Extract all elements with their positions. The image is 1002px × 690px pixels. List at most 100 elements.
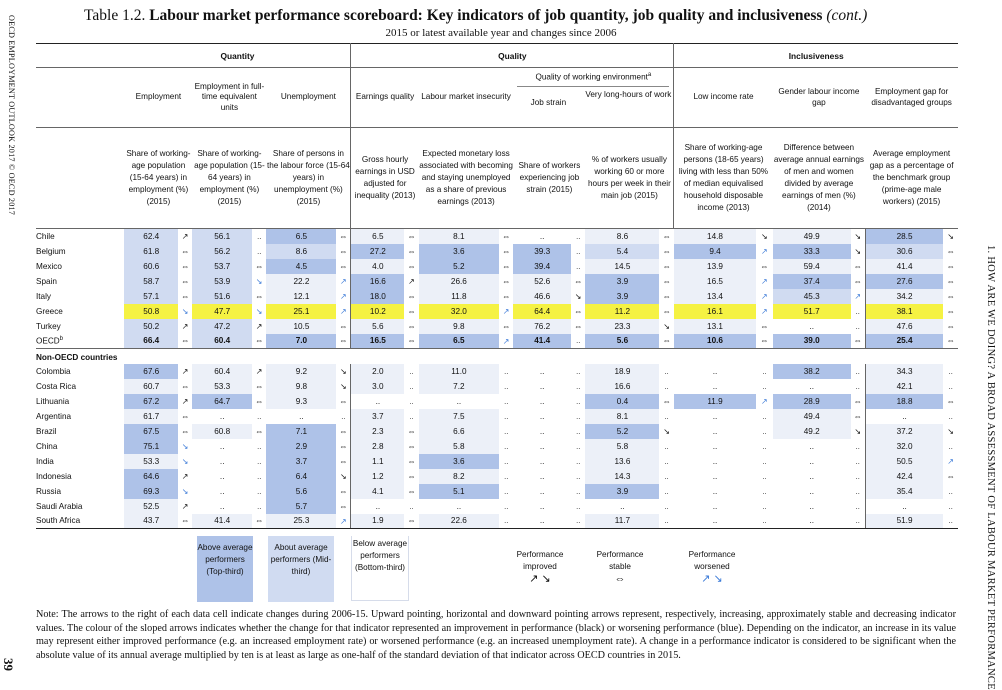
legend-improved: Performance improved ↗ ↘ [508, 549, 572, 585]
trend-arrow: ↗ [760, 307, 768, 316]
trend-arrow: .. [762, 426, 767, 436]
trend-arrow: .. [504, 486, 509, 496]
value-cell: 14.8 [673, 228, 757, 244]
value-cell: .. [620, 501, 625, 511]
table-row: South Africa 43.7 ⇔ 41.4 ⇔ 25.3 ↗ 1.9 ⇔ 22.6.....… [36, 513, 958, 529]
legend-stable: Performance stable ⇔ [588, 549, 652, 585]
value-cell: .. [673, 513, 757, 529]
trend-arrow: .. [664, 366, 669, 376]
value-cell: 51.7 [772, 303, 851, 319]
value-cell: 3.9 [585, 273, 660, 289]
trend-arrow: ⇔ [336, 228, 352, 244]
value-cell: 76.2 [513, 318, 571, 334]
group-inclusiveness: Inclusiveness [673, 43, 958, 68]
def-employment: Share of working-age population (15-64 y… [124, 127, 193, 229]
trend-arrow: ⇔ [336, 243, 352, 259]
trend-arrow: .. [576, 471, 581, 481]
trend-arrow: ⇔ [407, 486, 416, 496]
value-cell: 64.7 [192, 393, 253, 409]
trend-arrow: ⇔ [181, 381, 190, 391]
trend-arrow: ⇔ [407, 471, 416, 481]
value-cell: 75.1 [124, 438, 178, 454]
value-cell: 3.9 [585, 483, 660, 499]
value-cell: 11.9 [673, 393, 757, 409]
trend-arrow: .. [948, 441, 953, 451]
value-cell: 27.2 [350, 243, 405, 259]
trend-arrow: .. [762, 501, 767, 511]
value-cell: 2.9 [266, 438, 337, 454]
trend-arrow: .. [257, 486, 262, 496]
trend-arrow: ⇔ [662, 291, 671, 301]
trend-arrow: ⇔ [946, 246, 955, 256]
country-name: Belgium [36, 246, 66, 256]
value-cell: 43.7 [124, 513, 178, 529]
value-cell: 5.2 [418, 258, 499, 274]
trend-arrow: .. [762, 441, 767, 451]
value-cell: 16.5 [673, 273, 757, 289]
value-cell: 67.2 [124, 393, 178, 409]
page-number: 39 [1, 658, 16, 671]
def-long-hours: % of workers usually working 60 or more … [585, 127, 675, 229]
trend-arrow: ↘ [181, 457, 189, 466]
value-cell: 42.1 [865, 378, 944, 394]
value-cell: .. [712, 471, 718, 481]
value-cell: 50.2 [124, 318, 178, 334]
value-cell: .. [299, 411, 304, 421]
legend-top-third: Above average performers (Top-third) [197, 536, 253, 602]
value-cell: 41.4 [865, 258, 944, 274]
trend-arrow: .. [850, 318, 866, 334]
value-cell: 28.5 [865, 228, 944, 244]
value-cell: 61.7 [124, 408, 178, 424]
trend-arrow: ⇔ [181, 246, 190, 256]
trend-arrow: ⇔ [946, 276, 955, 286]
trend-arrow: .. [257, 471, 262, 481]
trend-arrow: ⇔ [181, 426, 190, 436]
trend-arrow: ⇔ [946, 306, 955, 316]
trend-arrow: ↗ [760, 247, 768, 256]
value-cell: 8.1 [585, 408, 660, 424]
value-cell: 11.0 [418, 363, 499, 379]
trend-arrow: ⇔ [404, 513, 419, 529]
legend-worsened-arrows: ↗ ↘ [701, 573, 723, 585]
trend-arrow: .. [762, 456, 767, 466]
def-unemployment: Share of persons in the labour force (15… [266, 127, 352, 229]
trend-arrow: ↗ [947, 457, 955, 466]
value-cell: 8.6 [585, 228, 660, 244]
table-title-text: Labour market performance scoreboard: Ke… [149, 7, 823, 24]
ind-gender-gap: Gender labour income gap [772, 67, 866, 128]
trend-arrow: ⇔ [177, 333, 193, 349]
value-cell: 3.7 [350, 408, 405, 424]
trend-arrow: ⇔ [336, 333, 352, 349]
country-name: India [36, 456, 54, 466]
value-cell: 16.6 [585, 378, 660, 394]
table-row: OECDb 66.4 ⇔ 60.4 ⇔ 7.0 ⇔ 16.5 ⇔ 6.5 ↗ 41.4.. 5.6 ⇔ 10… [36, 333, 958, 349]
trend-arrow: .. [504, 411, 509, 421]
country-name: China [36, 441, 58, 451]
trend-arrow: ⇔ [662, 261, 671, 271]
trend-arrow: .. [576, 411, 581, 421]
trend-arrow: ↘ [181, 307, 189, 316]
trend-arrow: ⇔ [662, 396, 671, 406]
trend-arrow: .. [504, 471, 509, 481]
trend-arrow: .. [409, 381, 414, 391]
trend-arrow: ⇔ [336, 453, 352, 469]
table-row: Colombia 67.6 ↗ 60.4 ↗ 9.2 ↘ 2.0.. 11.0...... 18… [36, 363, 958, 379]
value-cell: .. [456, 396, 462, 406]
trend-arrow: ↗ [181, 472, 189, 481]
trend-arrow: ⇔ [943, 333, 958, 349]
value-cell: 16.1 [673, 303, 757, 319]
value-cell: 66.4 [124, 333, 178, 349]
trend-arrow: ⇔ [336, 498, 352, 514]
legend-mid-third: About average performers (Mid-third) [268, 536, 334, 602]
value-cell: .. [539, 471, 545, 481]
value-cell: 58.7 [124, 273, 178, 289]
value-cell: .. [539, 231, 545, 241]
value-cell: 32.0 [865, 438, 944, 454]
value-cell: .. [902, 411, 907, 421]
trend-arrow: .. [762, 411, 767, 421]
trend-arrow: ↘ [760, 232, 768, 242]
value-cell: 61.8 [124, 243, 178, 259]
oecd-rows: Chile 62.4 ↗ 56.1.. 6.5 ⇔ 6.5 ⇔ 8.1 ⇔.... 8.6 ⇔ 14.… [36, 228, 958, 349]
trend-arrow: ⇔ [336, 318, 352, 334]
trend-arrow: ⇔ [946, 471, 955, 481]
